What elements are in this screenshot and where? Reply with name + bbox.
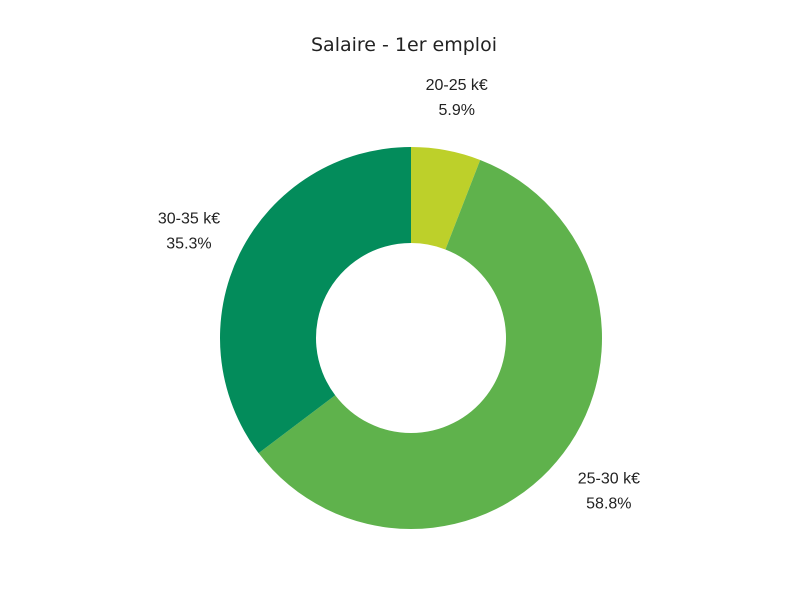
pie-slice-0 <box>411 147 481 250</box>
pie-slice-1 <box>258 159 603 529</box>
slice-percent-0: 5.9% <box>438 102 474 119</box>
slice-label-0: 20-25 k€ <box>426 77 488 94</box>
chart-title: Salaire - 1er emploi <box>311 34 497 56</box>
pie-slice-2 <box>220 147 411 454</box>
slice-label-1: 25-30 k€ <box>578 471 640 488</box>
slice-label-2: 30-35 k€ <box>158 210 220 227</box>
slice-percent-2: 35.3% <box>166 235 211 252</box>
slice-percent-1: 58.8% <box>586 496 631 513</box>
